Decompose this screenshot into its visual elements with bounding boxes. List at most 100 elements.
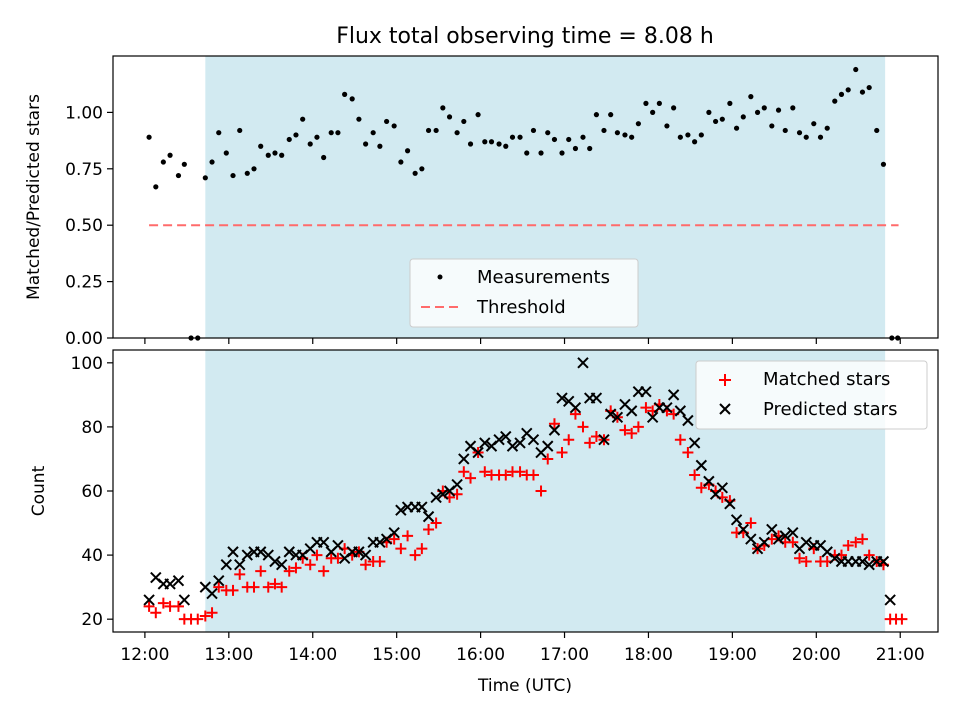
- x-tick-label: 21:00: [876, 645, 925, 665]
- measurement-point: [216, 130, 222, 136]
- measurement-point: [601, 127, 607, 134]
- y-tick-label: 0.75: [65, 160, 103, 180]
- measurement-point: [545, 130, 551, 136]
- matched-star-point: [569, 408, 581, 420]
- measurement-point: [719, 116, 725, 122]
- measurement-point: [321, 154, 327, 161]
- measurement-point: [698, 132, 704, 138]
- predicted-star-point: [164, 578, 176, 590]
- y-tick-label: 60: [81, 482, 103, 502]
- predicted-star-point: [548, 424, 561, 436]
- top-y-axis-label: Matched/Predicted stars: [24, 94, 44, 300]
- measurement-point: [593, 112, 600, 118]
- matched-star-point: [896, 613, 908, 625]
- y-tick-label: 40: [81, 546, 103, 566]
- matched-star-point: [283, 565, 295, 577]
- matched-star-point: [388, 533, 400, 545]
- legend-matched-label: Matched stars: [763, 369, 890, 390]
- measurement-point: [265, 152, 271, 158]
- x-axis-label: Time (UTC): [477, 676, 572, 696]
- bottom-legend-box: [695, 360, 928, 430]
- top-legend-box: [409, 258, 639, 328]
- predicted-star-point: [332, 539, 344, 552]
- predicted-star-point: [220, 558, 233, 571]
- measurement-point: [559, 150, 565, 156]
- measurement-point: [643, 100, 649, 106]
- measurement-point: [769, 123, 775, 129]
- predicted-star-point: [625, 405, 638, 417]
- predicted-star-point: [479, 437, 491, 449]
- measurement-point: [328, 130, 334, 136]
- bottom-y-axis-label: Count: [29, 465, 49, 516]
- measurement-point: [314, 134, 320, 140]
- predicted-star-point: [667, 389, 680, 401]
- matched-star-point: [465, 472, 477, 484]
- measurement-point: [335, 130, 341, 136]
- y-tick-label: 80: [81, 418, 103, 438]
- measurement-point: [551, 136, 558, 143]
- measurement-point: [370, 130, 376, 136]
- bottom-plot-frame: [112, 349, 939, 633]
- predicted-star-point: [716, 482, 729, 494]
- measurement-point: [706, 109, 712, 115]
- matched-star-point: [794, 552, 806, 564]
- measurement-point: [817, 134, 824, 140]
- predicted-star-point: [359, 549, 372, 561]
- predicted-star-point: [863, 558, 875, 571]
- matched-star-point: [682, 447, 694, 459]
- matched-star-point: [695, 482, 707, 494]
- matched-star-point: [514, 466, 526, 478]
- measurement-point: [237, 127, 243, 134]
- measurement-point: [286, 136, 292, 143]
- matched-star-point: [409, 549, 421, 561]
- matched-star-point: [234, 568, 246, 580]
- measurement-point: [272, 150, 278, 156]
- measurement-point: [467, 141, 474, 147]
- measurement-point: [244, 170, 250, 176]
- x-tick-label: 17:00: [540, 645, 589, 665]
- predicted-star-point: [688, 437, 701, 449]
- matched-star-point: [584, 437, 596, 449]
- measurement-point: [391, 123, 397, 129]
- legend-predicted-marker: [719, 403, 731, 415]
- matched-star-point: [674, 434, 686, 446]
- predicted-star-point: [640, 385, 652, 398]
- predicted-star-point: [604, 408, 617, 420]
- predicted-star-point: [514, 437, 526, 449]
- measurement-point: [496, 141, 502, 147]
- matched-star-point: [548, 418, 560, 430]
- chart-title: Flux total observing time = 8.08 h: [336, 24, 714, 49]
- predicted-star-point: [829, 552, 841, 565]
- measurement-point: [853, 66, 859, 73]
- measurement-point: [530, 127, 537, 134]
- predicted-star-point: [430, 491, 442, 504]
- measurement-point: [775, 107, 782, 113]
- measurement-point: [572, 145, 579, 152]
- measurement-point: [153, 184, 159, 190]
- predicted-star-point: [527, 434, 540, 446]
- measurement-point: [803, 134, 809, 140]
- predicted-star-point: [437, 488, 449, 500]
- top-x-ticks: [144, 338, 901, 344]
- matched-star-point: [248, 581, 260, 593]
- x-tick-label: 19:00: [708, 645, 757, 665]
- predicted-star-point: [374, 536, 386, 548]
- measurement-point: [671, 105, 677, 111]
- x-tick-label: 16:00: [456, 645, 505, 665]
- predicted-star-point: [724, 498, 736, 510]
- measurement-point: [363, 141, 369, 147]
- measurement-point: [454, 130, 460, 136]
- matched-star-point: [640, 402, 652, 414]
- predicted-star-point: [661, 401, 673, 414]
- measurement-point: [509, 134, 516, 140]
- measurement-point: [692, 139, 698, 145]
- matched-star-point: [311, 549, 323, 561]
- x-tick-label: 13:00: [204, 645, 253, 665]
- predicted-star-point: [472, 446, 484, 459]
- matched-star-point: [689, 469, 701, 481]
- y-tick-label: 0.00: [65, 329, 103, 349]
- predicted-star-point: [542, 440, 554, 452]
- measurement-point: [838, 91, 845, 97]
- matched-star-point: [416, 543, 428, 555]
